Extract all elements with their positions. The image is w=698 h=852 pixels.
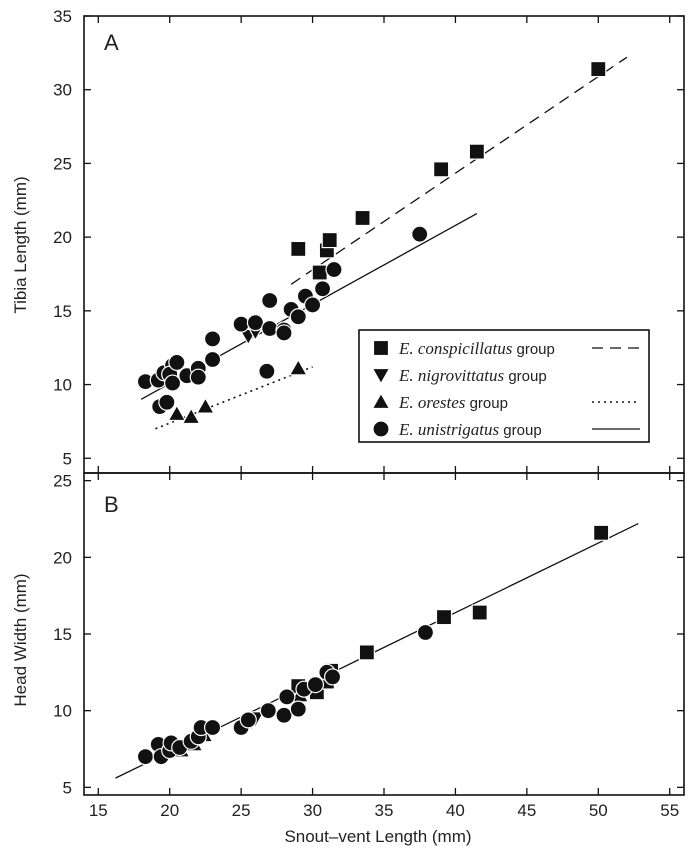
legend-box (358, 329, 650, 443)
panel-b-point-circle (306, 675, 325, 694)
panel-a-point-square (290, 240, 307, 258)
panel-b-point-circle (289, 700, 307, 718)
panel-a-point-square (311, 264, 328, 281)
x-axis-label: Snout–vent Length (mm) (284, 827, 471, 846)
panel-a-point-circle (261, 319, 279, 338)
legend-marker-triangle-up (371, 392, 391, 410)
panel-b-y-tick-label: 5 (63, 778, 72, 797)
panel-b-y-tick-label: 25 (53, 472, 72, 491)
panel-b-point-circle (275, 706, 293, 724)
panel-a-y-tick-label: 35 (53, 7, 72, 26)
panel-b-y-tick-label: 10 (53, 702, 72, 721)
panel-a-point-circle (313, 280, 332, 298)
panel-a-point-triangle-up (181, 407, 201, 425)
panel-a-point-triangle-up (195, 396, 215, 414)
panel-a-fit-line-dotted (155, 366, 313, 430)
panel-b-point-square (471, 604, 488, 621)
panel-a-y-ticks: 5 10 15 20 25 30 35 (53, 7, 684, 473)
panel-a-point-circle (275, 324, 293, 342)
legend-marker-circle (372, 420, 390, 438)
panel-a-point-triangle-up (288, 358, 308, 376)
x-tick-label: 20 (160, 801, 179, 820)
x-tick-label: 25 (232, 801, 251, 820)
x-tick-label: 40 (446, 801, 465, 820)
panel-b-point-square (435, 609, 453, 626)
legend-entry-label: E. unistrigatus group (398, 420, 542, 439)
panel-a-point-circle (258, 362, 276, 380)
panel-b-point-square (593, 524, 610, 541)
panel-a-point-circle (325, 260, 343, 279)
panel-a-point-circle (163, 374, 182, 392)
panel-b-y-tick-label: 20 (53, 548, 72, 567)
panel-a-point-square (354, 209, 371, 227)
legend-entry-label: E. conspicillatus group (398, 339, 555, 358)
panel-b-y-ticks: 5 10 15 20 25 (53, 472, 684, 797)
panel-a-points (136, 60, 607, 425)
panel-a-point-circle (246, 314, 265, 332)
panel-a-point-triangle-up (167, 404, 187, 422)
panel-a-point-square (468, 143, 485, 160)
panel-a-y-tick-label: 30 (53, 81, 72, 100)
panel-a-y-tick-label: 25 (53, 154, 72, 173)
panel-a-point-circle (203, 350, 222, 369)
panel-a-fit-line-dashed (290, 56, 628, 285)
panel-a-point-circle (289, 308, 307, 326)
legend-marker-triangle-down (371, 367, 391, 385)
panel-b-label: B (104, 492, 119, 517)
panel-b-point-circle (239, 711, 257, 729)
x-tick-label: 55 (660, 801, 679, 820)
x-tick-label: 35 (375, 801, 394, 820)
panel-b-point-circle (278, 688, 296, 706)
panel-a-point-square (433, 161, 450, 178)
panel-a-y-tick-label: 20 (53, 228, 72, 247)
panel-a-y-tick-label: 15 (53, 302, 72, 321)
legend-entry-label: E. nigrovittatus group (398, 366, 547, 385)
x-axis: 15 20 25 30 35 40 45 50 55 (89, 801, 679, 820)
panel-a-point-circle (203, 330, 222, 348)
panel-b: B Head Width (mm) 5 10 15 20 25 (11, 472, 685, 797)
panel-b-point-circle (323, 668, 342, 686)
x-tick-label: 30 (303, 801, 322, 820)
legend-entry-label: E. orestes group (398, 393, 508, 412)
panel-a-point-circle (303, 296, 322, 314)
panel-a-point-circle (261, 291, 279, 310)
panel-b-points (136, 524, 610, 766)
panel-b-point-circle (203, 718, 222, 737)
panel-a-point-circle (158, 393, 176, 411)
panel-b-y-tick-label: 15 (53, 625, 72, 644)
x-tick-label: 15 (89, 801, 108, 820)
panel-a-y-tick-label: 5 (63, 449, 72, 468)
panel-b-point-circle (136, 748, 155, 766)
legend-marker-square (372, 339, 390, 357)
panel-a-point-circle (189, 368, 207, 386)
panel-a-point-circle (232, 315, 250, 333)
panel-a-point-circle (168, 353, 186, 372)
panel-b-point-circle (416, 623, 435, 642)
panel-a: A Tibia Length (mm) 5 10 15 20 25 30 35 E. con… (11, 7, 685, 474)
panel-a-point-square (321, 231, 338, 249)
x-tick-label: 50 (589, 801, 608, 820)
panel-a-point-circle (411, 225, 429, 243)
panel-a-y-tick-label: 10 (53, 376, 72, 395)
legend: E. conspicillatus group E. nigrovittatus … (358, 329, 650, 443)
panel-b-point-square (358, 644, 375, 661)
panel-a-y-axis-label: Tibia Length (mm) (11, 176, 30, 313)
panel-a-label: A (104, 30, 119, 55)
panel-a-point-square (590, 60, 607, 78)
panel-b-point-circle (259, 702, 277, 720)
panel-b-y-axis-label: Head Width (mm) (11, 573, 30, 706)
x-tick-label: 45 (517, 801, 536, 820)
